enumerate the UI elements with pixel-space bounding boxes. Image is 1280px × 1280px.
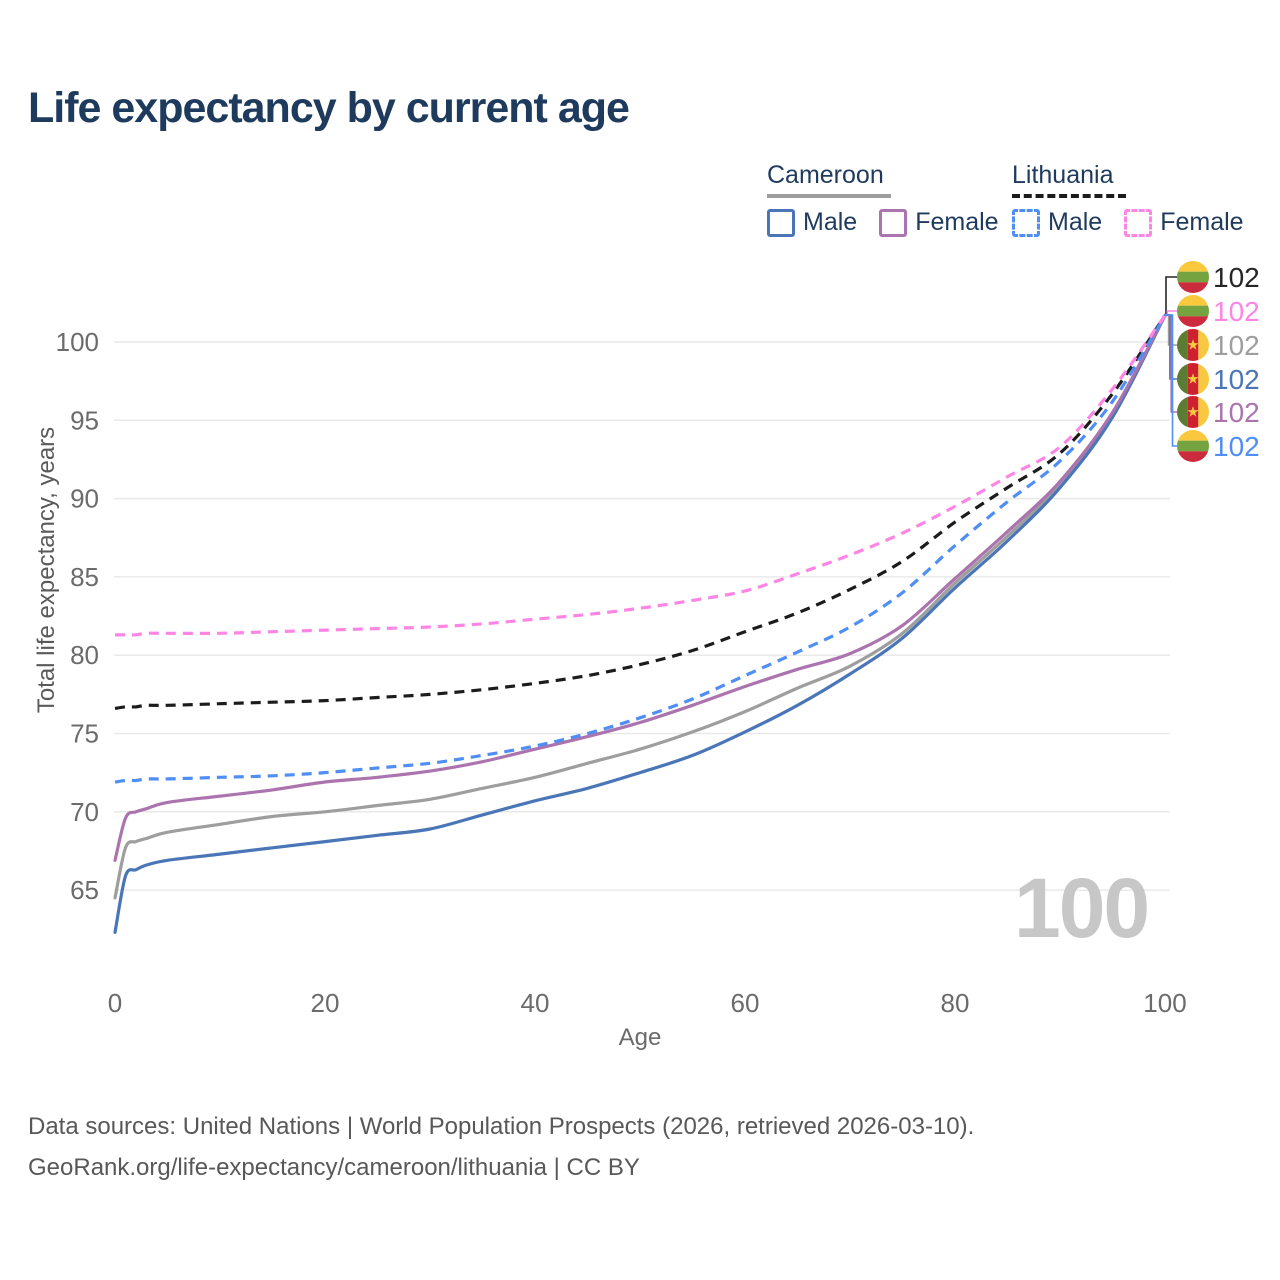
x-tick-label: 0 [108,988,122,1018]
legend-country-cameroon: Cameroon [767,161,884,189]
x-tick-label: 80 [941,988,970,1018]
footer: Data sources: United Nations | World Pop… [28,1106,974,1188]
y-tick-label: 95 [70,405,99,435]
y-axis-title: Total life expectancy, years [33,426,60,714]
lithuania-line-style-swatch [1012,194,1126,198]
lithuania-flag-icon [1177,261,1209,293]
y-tick-label: 90 [70,484,99,514]
legend-item-cameroon-female[interactable]: Female [879,208,999,237]
x-axis-title: Age [618,1024,662,1051]
x-tick-label: 40 [521,988,550,1018]
cameroon-star [1187,339,1199,350]
y-tick-label: 80 [70,640,99,670]
x-tick-label: 20 [311,988,340,1018]
page-title: Life expectancy by current age [28,84,630,132]
legend-group-cameroon: Cameroon Male Female [767,161,1021,237]
legend-item-lithuania-female[interactable]: Female [1124,208,1244,237]
x-tick-label: 60 [731,988,760,1018]
age-counter-watermark: 100 [1014,861,1150,955]
end-value-label-cm_male: 102 [1213,364,1260,395]
series-line-lt_male[interactable] [114,314,1167,784]
series-line-cm_female[interactable] [113,313,1167,862]
lithuania-flag-icon [1177,430,1209,462]
legend-item-cameroon-male[interactable]: Male [767,208,857,237]
cameroon-female-checkbox[interactable] [879,208,908,237]
cameroon-line-style-swatch [767,194,891,198]
end-value-label-lt_female: 102 [1213,296,1260,327]
lithuania-male-label: Male [1048,208,1103,236]
y-tick-label: 85 [70,562,99,592]
lithuania-female-checkbox[interactable] [1124,208,1153,237]
lithuania-female-label: Female [1160,208,1244,236]
attribution-line: GeoRank.org/life-expectancy/cameroon/lit… [28,1154,640,1181]
legend-country-lithuania: Lithuania [1012,161,1114,189]
end-value-label-cm_both: 102 [1213,330,1260,361]
lithuania-male-checkbox[interactable] [1012,208,1040,237]
end-label-connector-lt_both [1164,276,1177,316]
cameroon-star [1187,406,1199,417]
series-line-cm_male[interactable] [113,313,1167,934]
end-value-label-cm_female: 102 [1213,397,1260,428]
data-sources-line: Data sources: United Nations | World Pop… [28,1113,975,1140]
cameroon-flag-icon [1177,329,1209,361]
legend-item-lithuania-male[interactable]: Male [1012,208,1102,237]
cameroon-male-label: Male [803,208,858,236]
cameroon-female-label: Female [915,208,999,236]
series-line-lt_female[interactable] [114,314,1167,637]
series-line-cm_both[interactable] [113,313,1167,900]
series-line-lt_both[interactable] [114,314,1167,711]
end-label-connector-cm_female [1164,314,1177,413]
cameroon-male-checkbox[interactable] [767,208,795,237]
end-value-label-lt_both: 102 [1213,262,1260,293]
end-label-connector-lt_male [1164,314,1177,447]
cameroon-star [1187,373,1199,384]
legend-group-lithuania: Lithuania Male Female [1012,161,1266,237]
y-tick-label: 65 [70,875,99,905]
cameroon-flag-icon [1177,396,1209,428]
y-tick-label: 75 [70,719,99,749]
y-tick-label: 70 [70,797,99,827]
cameroon-flag-icon [1177,363,1209,395]
lithuania-flag-icon [1177,295,1209,327]
end-value-label-lt_male: 102 [1213,431,1260,462]
y-tick-label: 100 [56,327,99,357]
x-tick-label: 100 [1143,988,1186,1018]
